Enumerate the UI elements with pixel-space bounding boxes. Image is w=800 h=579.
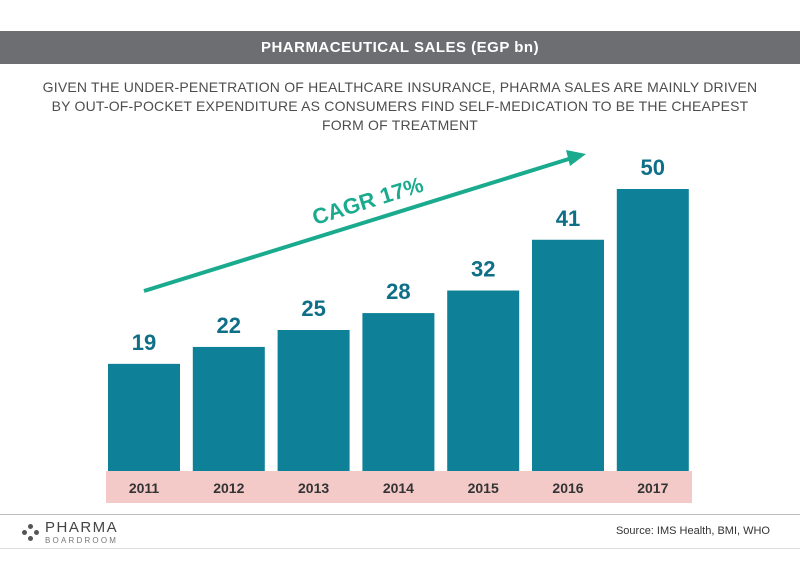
logo-main-text: PHARMA (45, 519, 119, 536)
footer-divider (0, 514, 800, 515)
value-label-2015: 32 (471, 257, 495, 282)
footer-bottom-divider (0, 548, 800, 549)
category-label-2014: 2014 (383, 480, 414, 496)
pharma-boardroom-logo: PHARMA BOARDROOM (22, 520, 118, 545)
value-label-2013: 25 (301, 296, 325, 321)
category-label-2013: 2013 (298, 480, 329, 496)
category-label-2011: 2011 (129, 480, 160, 496)
value-label-2016: 41 (556, 206, 580, 231)
value-label-2011: 19 (132, 330, 156, 355)
value-label-2014: 28 (386, 279, 410, 304)
chart-subtitle: GIVEN THE UNDER-PENETRATION OF HEALTHCAR… (42, 79, 758, 133)
value-label-2017: 50 (641, 155, 665, 180)
dots-logo-icon (22, 523, 40, 542)
category-label-2017: 2017 (637, 480, 668, 496)
bar-2017 (616, 189, 689, 471)
x-axis-band (106, 471, 692, 503)
value-label-2012: 22 (217, 313, 241, 338)
cagr-arrow (143, 150, 586, 293)
bar-2014 (362, 313, 435, 471)
cagr-arrow-head (566, 150, 586, 166)
chart-title-bar: PHARMACEUTICAL SALES (EGP bn) (0, 31, 800, 64)
category-label-2012: 2012 (213, 480, 244, 496)
bar-2012 (192, 346, 265, 471)
source-note: Source: IMS Health, BMI, WHO (615, 525, 770, 537)
logo-sub-text: BOARDROOM (45, 536, 119, 545)
bar-2013 (277, 330, 350, 471)
bar-2015 (447, 290, 520, 471)
cagr-arrow-line (143, 156, 573, 293)
category-label-2015: 2015 (468, 480, 499, 496)
bar-2016 (532, 239, 604, 471)
bar-2011 (108, 363, 180, 471)
category-label-2016: 2016 (552, 480, 583, 496)
chart-title: PHARMACEUTICAL SALES (EGP bn) (260, 39, 540, 56)
